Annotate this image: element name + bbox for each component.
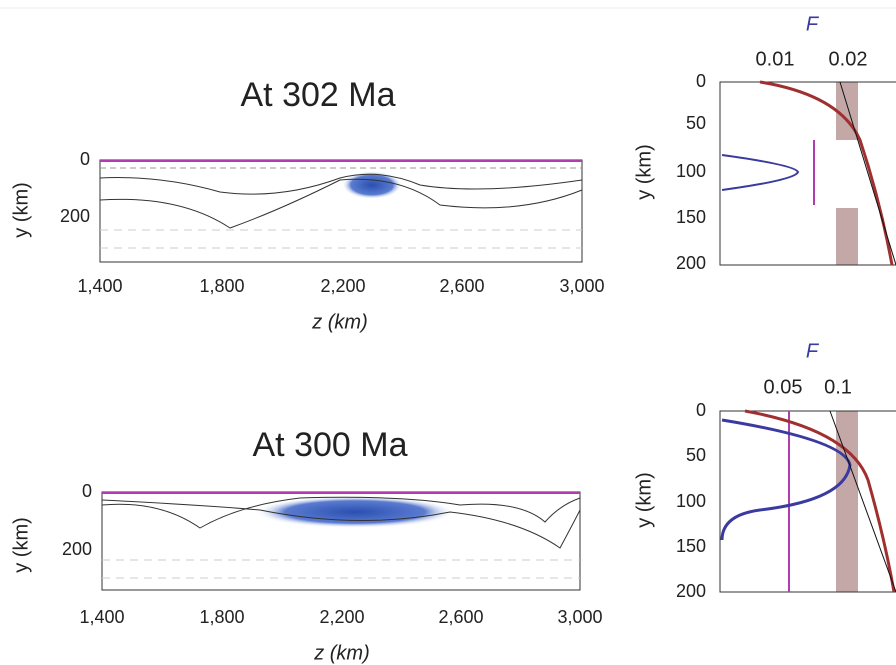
x-axis-label: z (km) xyxy=(313,642,370,664)
melt-curve xyxy=(721,154,800,191)
isotherm xyxy=(101,499,581,549)
y-tick-label: 200 xyxy=(676,253,706,273)
top-axis-label: F xyxy=(806,13,820,35)
flow-vectors xyxy=(100,229,582,249)
shaded-band xyxy=(836,208,858,265)
x-tick-label: 1,400 xyxy=(77,276,122,296)
isotherm xyxy=(99,173,583,195)
top-tick-label: 0.05 xyxy=(764,376,803,398)
melt-curve xyxy=(720,418,852,541)
shaded-band xyxy=(836,411,858,592)
y-axis-label: y (km) xyxy=(633,472,655,528)
y-tick-label: 100 xyxy=(676,161,706,181)
field-panel xyxy=(99,159,583,263)
x-tick-label: 2,600 xyxy=(439,276,484,296)
flow-vectors xyxy=(102,559,580,579)
y-axis-label: y (km) xyxy=(10,182,32,238)
geotherm xyxy=(759,80,894,266)
panel-title: At 302 Ma xyxy=(241,76,396,114)
x-tick-label: 1,400 xyxy=(79,607,124,627)
profile-panel xyxy=(719,409,896,593)
solidus xyxy=(829,410,896,593)
x-tick-label: 1,800 xyxy=(199,276,244,296)
x-tick-label: 2,200 xyxy=(320,276,365,296)
y-axis-label: y (km) xyxy=(633,144,655,200)
y-tick-label: 200 xyxy=(60,206,90,226)
y-tick-label: 200 xyxy=(676,581,706,601)
top-tick-label: 0.1 xyxy=(824,376,852,398)
plot-frame xyxy=(719,410,896,593)
x-tick-label: 3,000 xyxy=(559,276,604,296)
isotherm xyxy=(101,496,581,529)
isotherm xyxy=(99,178,583,229)
top-axis-label: F xyxy=(806,340,820,362)
y-tick-label: 0 xyxy=(696,400,706,420)
y-tick-label: 50 xyxy=(686,113,706,133)
y-tick-label: 200 xyxy=(62,539,92,559)
plot-frame xyxy=(719,81,896,266)
top-tick-label: 0.02 xyxy=(829,48,868,70)
melt-region xyxy=(342,171,402,199)
y-tick-label: 0 xyxy=(82,481,92,501)
y-tick-label: 0 xyxy=(696,71,706,91)
y-tick-label: 150 xyxy=(676,536,706,556)
y-axis-label: y (km) xyxy=(10,517,32,573)
panel-title: At 300 Ma xyxy=(253,426,408,464)
y-tick-label: 150 xyxy=(676,207,706,227)
x-tick-label: 2,600 xyxy=(438,607,483,627)
y-tick-label: 100 xyxy=(676,491,706,511)
x-tick-label: 1,800 xyxy=(199,607,244,627)
top-tick-label: 0.01 xyxy=(756,48,795,70)
geotherm xyxy=(744,409,896,593)
y-tick-label: 0 xyxy=(80,149,90,169)
x-tick-label: 3,000 xyxy=(557,607,602,627)
field-panel xyxy=(101,491,581,591)
x-axis-label: z (km) xyxy=(311,311,368,333)
y-tick-label: 50 xyxy=(686,445,706,465)
solidus xyxy=(839,81,896,266)
x-tick-label: 2,200 xyxy=(319,607,364,627)
melt-region xyxy=(255,496,455,528)
profile-panel xyxy=(719,80,896,266)
plot-frame xyxy=(99,159,583,263)
